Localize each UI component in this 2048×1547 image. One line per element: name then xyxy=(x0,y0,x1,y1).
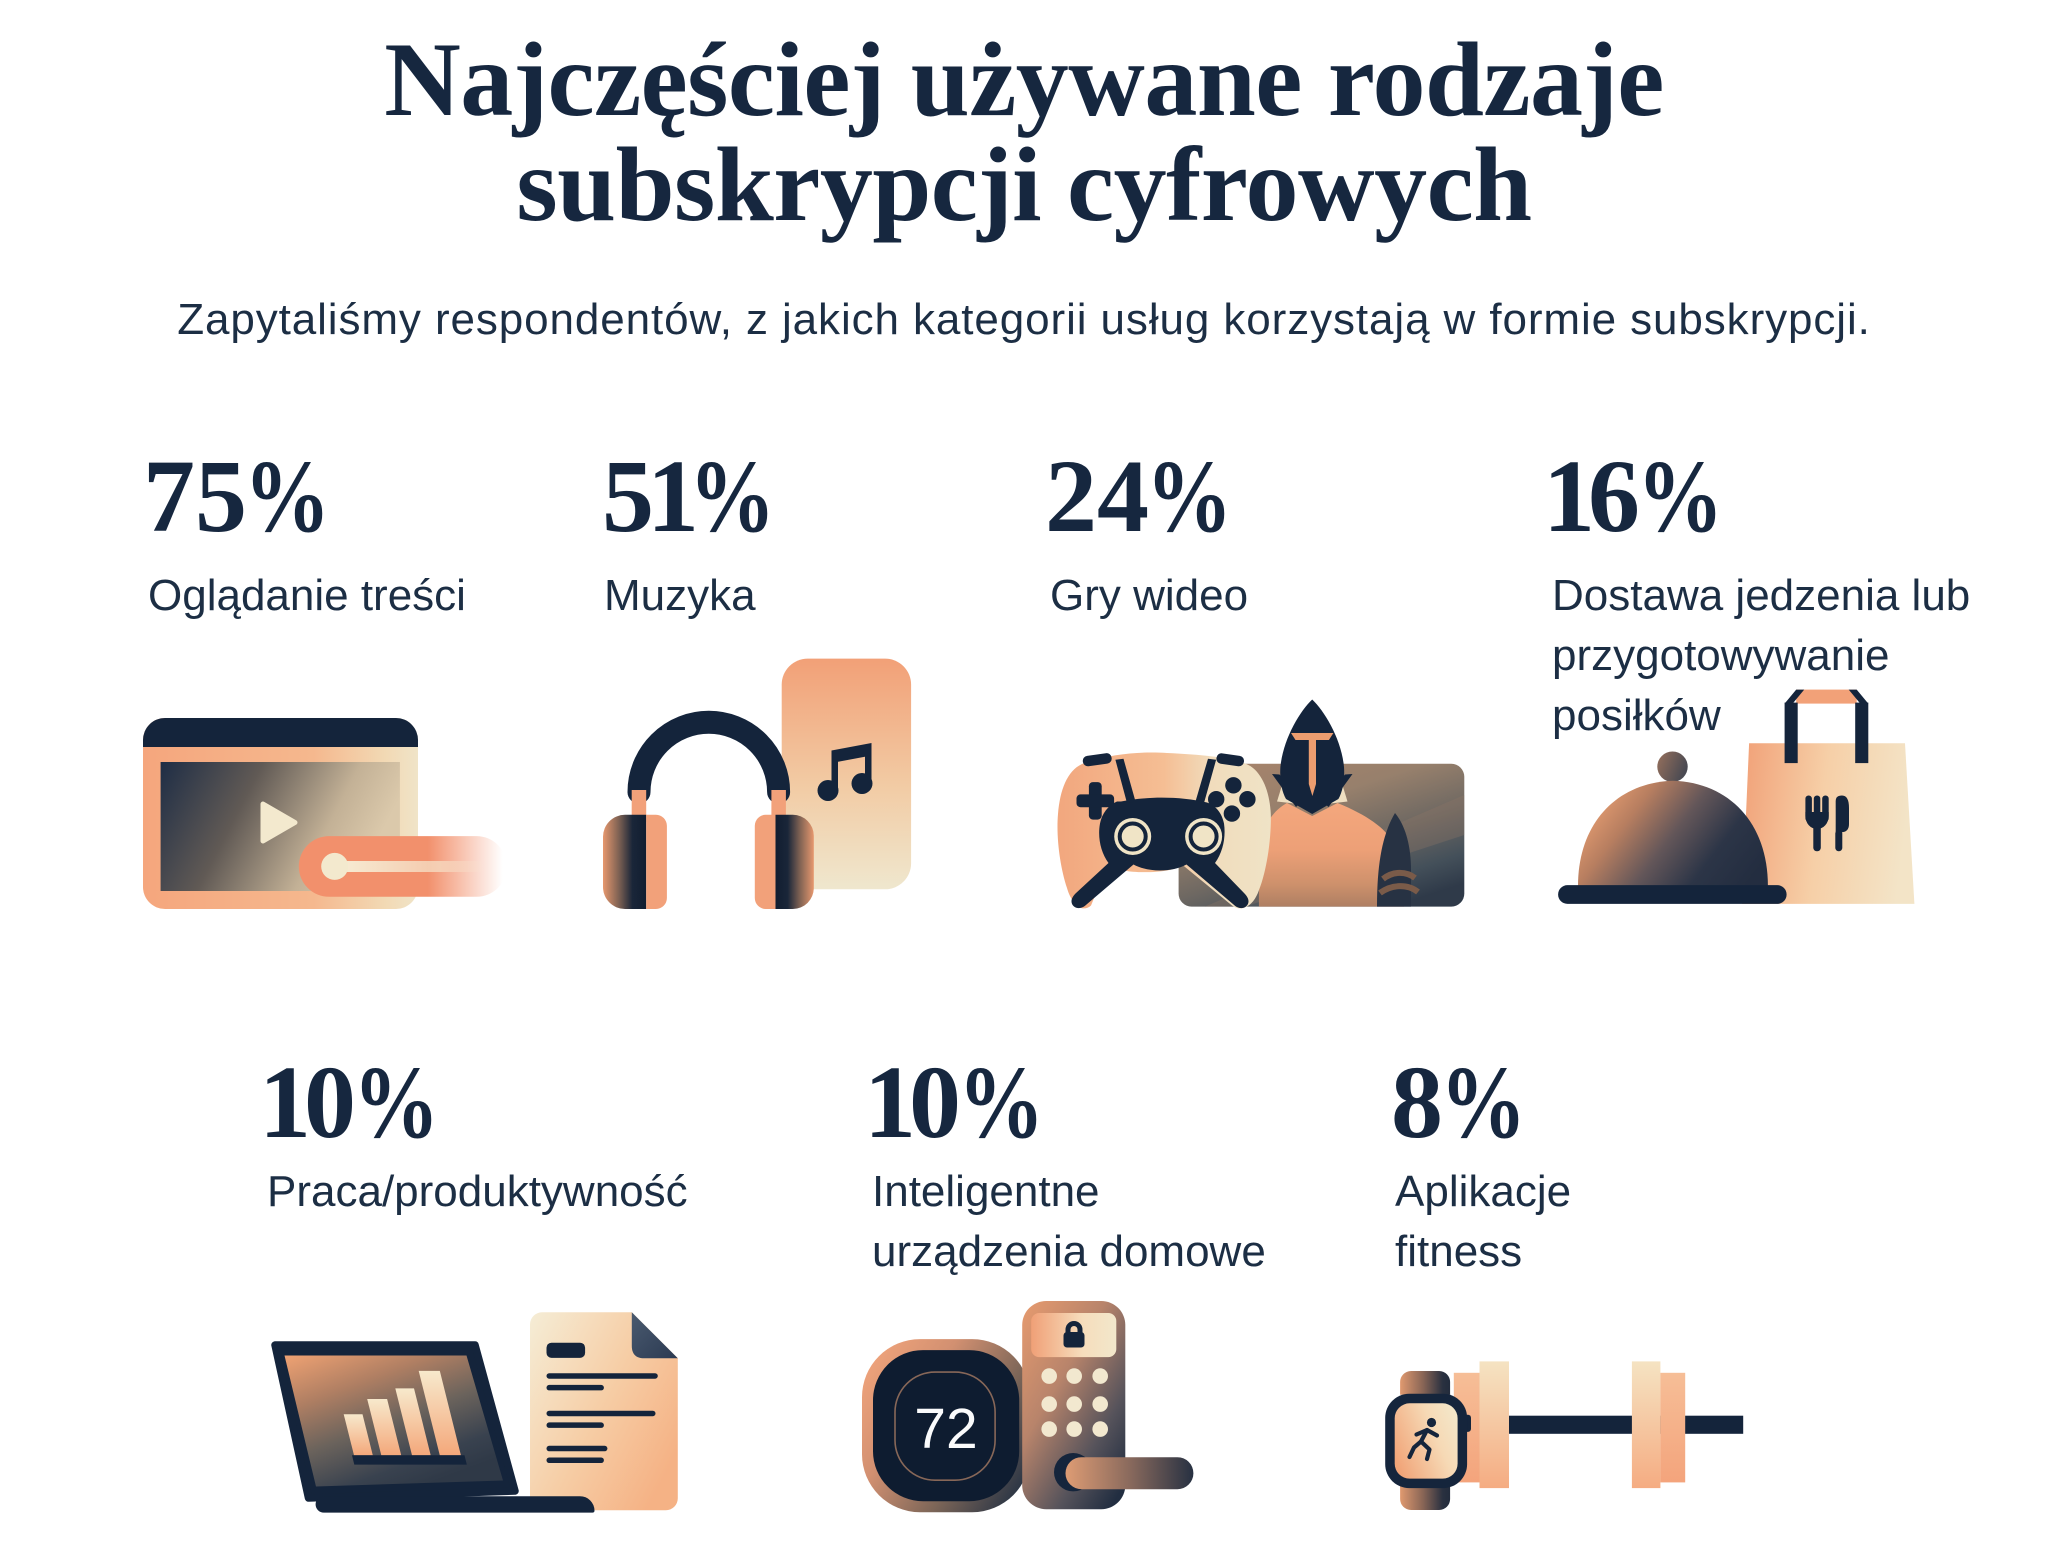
svg-text:72: 72 xyxy=(914,1397,977,1461)
